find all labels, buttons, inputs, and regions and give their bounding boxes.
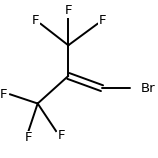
Text: F: F <box>32 14 39 27</box>
Text: F: F <box>25 131 32 144</box>
Text: Br: Br <box>140 82 155 95</box>
Text: F: F <box>58 129 65 142</box>
Text: F: F <box>99 14 106 27</box>
Text: F: F <box>65 4 72 17</box>
Text: F: F <box>0 88 7 101</box>
